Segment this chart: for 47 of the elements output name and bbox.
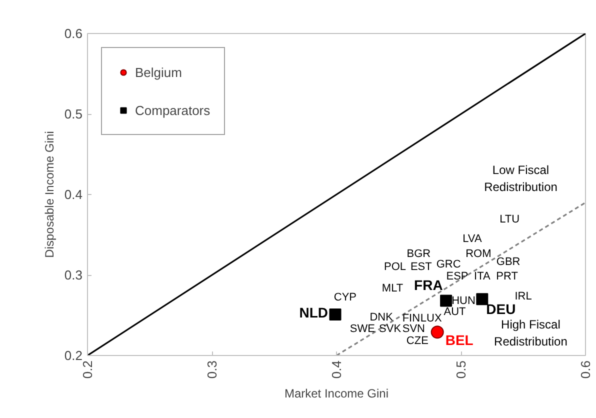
annotation: SVN — [402, 322, 426, 335]
y-tick-label: 0.2 — [64, 348, 83, 363]
annotation: ESP — [446, 270, 468, 283]
annotation: LUX — [420, 312, 442, 324]
data-label: NLD — [299, 304, 328, 320]
y-tick-label: 0.3 — [64, 268, 83, 282]
point — [430, 326, 444, 339]
point — [329, 308, 342, 320]
data-label: BEL — [445, 332, 474, 348]
x-axis-title: Market Income Gini — [284, 386, 389, 401]
x-tick-label: 0.2 — [80, 360, 95, 379]
annotation: ROM — [466, 248, 492, 260]
y-tick-label: 0.4 — [64, 187, 83, 202]
annotation: POL — [384, 260, 406, 273]
annotation: IRL — [514, 290, 532, 303]
annotation: High Fiscal Redistribution — [494, 318, 568, 348]
y-tick-label: 0.6 — [64, 26, 83, 41]
annotation: CZE — [406, 335, 428, 348]
annotation: PRT — [496, 270, 518, 283]
annotation: MLT — [382, 282, 404, 295]
data-label: FRA — [414, 276, 443, 293]
annotation: LVA — [462, 232, 482, 245]
annotation: SVK — [379, 322, 402, 335]
x-tick-label: 0.6 — [578, 360, 593, 379]
data-label: DEU — [486, 301, 516, 318]
point — [440, 294, 452, 307]
x-tick-label: 0.5 — [454, 360, 468, 379]
y-tick-label: 0.5 — [64, 106, 83, 122]
annotation: DNK — [370, 312, 394, 324]
annotation: CYP — [334, 292, 357, 304]
x-tick-label: 0.4 — [329, 360, 344, 379]
annotation: EST — [410, 260, 432, 273]
annotation: FIN — [402, 312, 420, 324]
annotation: LTU — [500, 213, 520, 226]
legend-label: Comparators — [135, 102, 210, 118]
annotation: BGR — [406, 248, 431, 260]
legend-label: Belgium — [135, 64, 182, 80]
x-tick-label: 0.3 — [204, 360, 220, 379]
annotation: Low Fiscal Redistribution — [484, 163, 558, 194]
annotation: GBR — [496, 256, 520, 268]
annotation: AUT — [444, 306, 466, 318]
annotation: SWE — [350, 322, 375, 335]
point — [476, 293, 488, 306]
annotation: HUN — [452, 294, 476, 307]
y-axis-title: Disposable Income Gini — [42, 131, 56, 258]
annotation: ITA — [474, 270, 491, 283]
annotation: GRC — [436, 258, 461, 271]
